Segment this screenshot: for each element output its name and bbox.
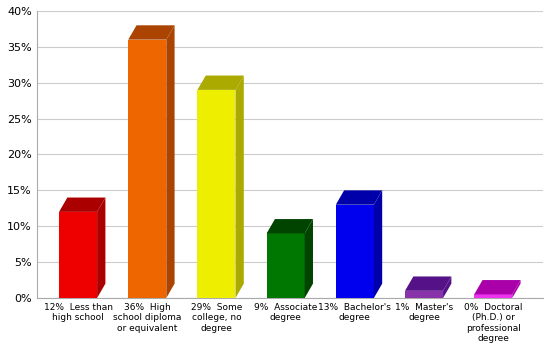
Polygon shape	[443, 276, 452, 298]
FancyBboxPatch shape	[267, 233, 305, 298]
Polygon shape	[374, 190, 382, 298]
Polygon shape	[59, 197, 106, 212]
Polygon shape	[197, 76, 244, 90]
Polygon shape	[166, 25, 174, 298]
Polygon shape	[512, 280, 520, 298]
FancyBboxPatch shape	[128, 40, 166, 298]
FancyBboxPatch shape	[336, 205, 374, 298]
Polygon shape	[235, 76, 244, 298]
Polygon shape	[128, 25, 174, 40]
Polygon shape	[305, 219, 313, 298]
Polygon shape	[267, 219, 313, 233]
FancyBboxPatch shape	[405, 291, 443, 298]
FancyBboxPatch shape	[197, 90, 235, 298]
Polygon shape	[336, 190, 382, 205]
Polygon shape	[97, 197, 106, 298]
FancyBboxPatch shape	[59, 212, 97, 298]
Polygon shape	[405, 276, 452, 291]
Polygon shape	[474, 280, 520, 294]
FancyBboxPatch shape	[474, 294, 512, 298]
